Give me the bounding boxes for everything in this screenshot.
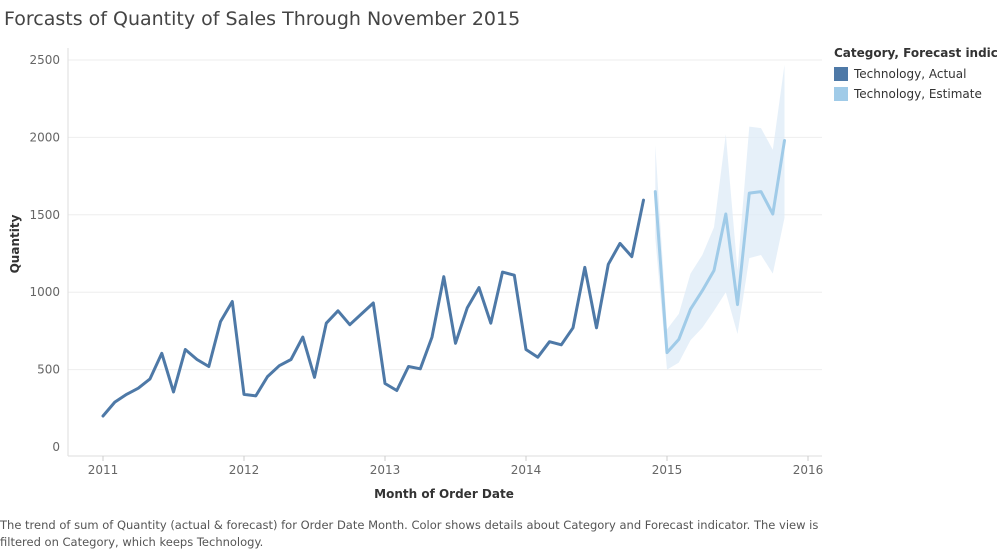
legend-label-actual: Technology, Actual bbox=[854, 67, 967, 81]
series-line-actual bbox=[101, 198, 645, 418]
x-tick-label: 2011 bbox=[88, 463, 119, 477]
y-tick-label: 2000 bbox=[29, 130, 60, 144]
y-axis-label: Quantity bbox=[8, 214, 22, 273]
forecast-bands bbox=[655, 64, 785, 370]
series-lines bbox=[101, 139, 786, 418]
y-tick-label: 0 bbox=[52, 440, 60, 454]
x-tick-label: 2014 bbox=[511, 463, 542, 477]
x-tick-label: 2015 bbox=[652, 463, 683, 477]
legend: Category, Forecast indicator Technology,… bbox=[834, 46, 997, 104]
prediction-band bbox=[655, 64, 785, 370]
y-tick-label: 1500 bbox=[29, 208, 60, 222]
legend-title: Category, Forecast indicator bbox=[834, 46, 997, 60]
gridlines bbox=[68, 59, 822, 371]
y-tick-label: 1000 bbox=[29, 285, 60, 299]
chart-title: Forcasts of Quantity of Sales Through No… bbox=[4, 8, 521, 30]
y-tick-label: 500 bbox=[37, 363, 60, 377]
x-tick-label: 2013 bbox=[370, 463, 401, 477]
legend-swatch-actual bbox=[834, 67, 848, 81]
y-tick-label: 2500 bbox=[29, 53, 60, 67]
axes: 0 500 1000 1500 2000 2500 2011 2012 2013 2014 2015… bbox=[29, 48, 823, 477]
x-axis-label: Month of Order Date bbox=[374, 487, 514, 501]
x-tick-label: 2012 bbox=[229, 463, 260, 477]
legend-item-actual[interactable]: Technology, Actual bbox=[834, 64, 997, 84]
series-line-estimate bbox=[653, 139, 786, 355]
chart-caption: The trend of sum of Quantity (actual & f… bbox=[0, 518, 819, 549]
x-tick-label: 2016 bbox=[793, 463, 824, 477]
legend-swatch-estimate bbox=[834, 87, 848, 101]
legend-label-estimate: Technology, Estimate bbox=[854, 87, 982, 101]
legend-item-estimate[interactable]: Technology, Estimate bbox=[834, 84, 997, 104]
